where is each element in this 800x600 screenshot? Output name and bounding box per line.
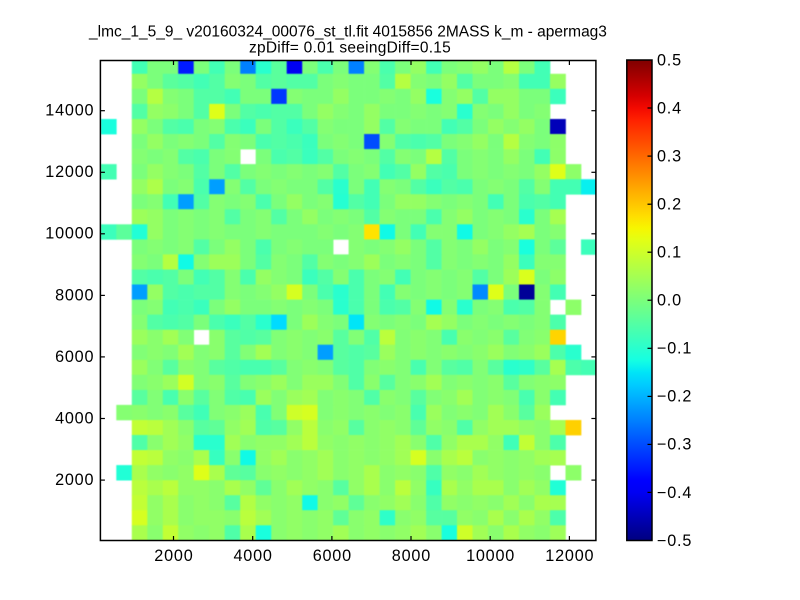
- svg-text:2000: 2000: [55, 471, 94, 489]
- svg-text:−0.5: −0.5: [657, 532, 692, 550]
- svg-text:−0.1: −0.1: [657, 340, 692, 358]
- svg-text:0.0: 0.0: [657, 292, 682, 310]
- svg-text:0.3: 0.3: [657, 147, 682, 165]
- svg-text:14000: 14000: [45, 102, 94, 120]
- svg-text:12000: 12000: [45, 163, 94, 181]
- svg-text:6000: 6000: [55, 348, 94, 366]
- svg-text:0.1: 0.1: [657, 244, 682, 262]
- svg-text:−0.2: −0.2: [657, 388, 692, 406]
- svg-text:8000: 8000: [392, 547, 431, 565]
- svg-text:6000: 6000: [313, 547, 352, 565]
- svg-text:0.5: 0.5: [657, 51, 682, 69]
- svg-text:_lmc_1_5_9_ v20160324_00076_st: _lmc_1_5_9_ v20160324_00076_st_tl.fit 40…: [88, 23, 607, 40]
- svg-text:−0.3: −0.3: [657, 436, 692, 454]
- svg-text:8000: 8000: [55, 286, 94, 304]
- svg-text:10000: 10000: [466, 547, 515, 565]
- svg-text:zpDiff= 0.01 seeingDiff=0.15: zpDiff= 0.01 seeingDiff=0.15: [249, 39, 451, 56]
- svg-text:10000: 10000: [45, 225, 94, 243]
- svg-text:0.2: 0.2: [657, 196, 682, 214]
- svg-text:2000: 2000: [154, 547, 193, 565]
- svg-text:12000: 12000: [545, 547, 594, 565]
- svg-text:4000: 4000: [233, 547, 272, 565]
- svg-text:−0.4: −0.4: [657, 484, 692, 502]
- svg-text:0.4: 0.4: [657, 99, 682, 117]
- svg-text:4000: 4000: [55, 409, 94, 427]
